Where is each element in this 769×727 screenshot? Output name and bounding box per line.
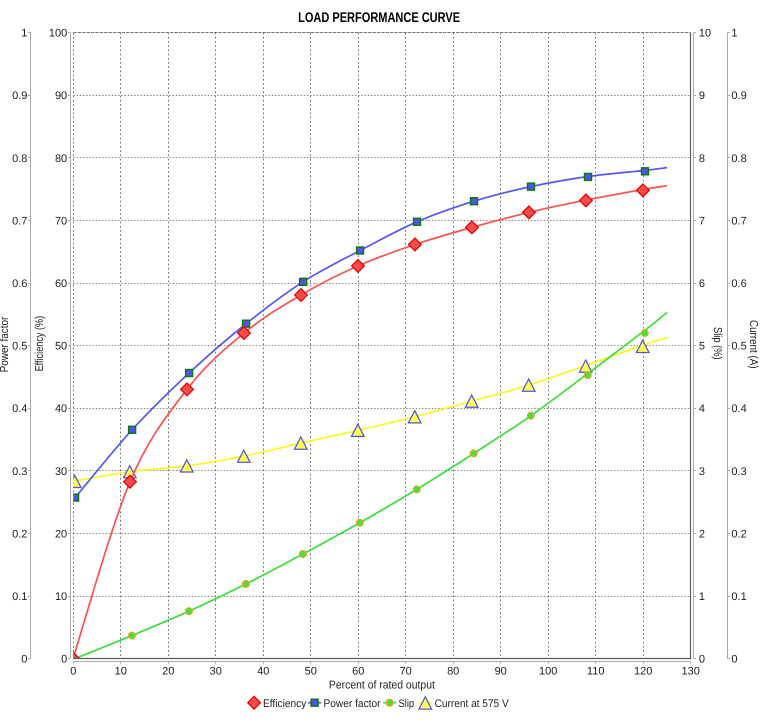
svg-text:20: 20 xyxy=(55,528,67,540)
svg-text:0: 0 xyxy=(70,666,76,678)
svg-text:Current (A): Current (A) xyxy=(747,320,759,369)
svg-text:Efficiency (%): Efficiency (%) xyxy=(34,316,46,372)
svg-text:20: 20 xyxy=(162,666,174,678)
svg-text:100: 100 xyxy=(49,28,67,40)
svg-text:80: 80 xyxy=(55,153,67,165)
svg-text:0.1: 0.1 xyxy=(12,591,27,603)
svg-text:0.6: 0.6 xyxy=(731,278,746,290)
svg-text:1: 1 xyxy=(731,28,737,40)
svg-text:0.6: 0.6 xyxy=(12,278,27,290)
svg-text:0.3: 0.3 xyxy=(731,466,746,478)
svg-text:0.5: 0.5 xyxy=(12,341,27,353)
svg-text:90: 90 xyxy=(495,666,507,678)
svg-text:40: 40 xyxy=(55,403,67,415)
svg-text:2: 2 xyxy=(699,528,705,540)
svg-text:10: 10 xyxy=(699,28,711,40)
svg-text:70: 70 xyxy=(55,215,67,227)
svg-text:50: 50 xyxy=(55,341,67,353)
svg-text:60: 60 xyxy=(55,278,67,290)
svg-text:3: 3 xyxy=(699,466,705,478)
svg-text:0.8: 0.8 xyxy=(731,153,746,165)
svg-text:10: 10 xyxy=(55,591,67,603)
svg-text:0.9: 0.9 xyxy=(731,90,746,102)
svg-text:0: 0 xyxy=(699,654,705,666)
svg-text:Slip: Slip xyxy=(399,698,415,710)
svg-text:70: 70 xyxy=(400,666,412,678)
svg-text:5: 5 xyxy=(699,341,705,353)
svg-text:60: 60 xyxy=(352,666,364,678)
svg-text:0: 0 xyxy=(21,654,27,666)
svg-text:0.7: 0.7 xyxy=(12,215,27,227)
svg-text:0.8: 0.8 xyxy=(12,153,27,165)
svg-text:100: 100 xyxy=(539,666,557,678)
svg-text:Current at 575 V: Current at 575 V xyxy=(435,698,510,710)
svg-text:0.3: 0.3 xyxy=(12,466,27,478)
svg-text:LOAD PERFORMANCE CURVE: LOAD PERFORMANCE CURVE xyxy=(298,9,460,25)
svg-text:4: 4 xyxy=(699,403,705,415)
svg-text:1: 1 xyxy=(699,591,705,603)
svg-text:8: 8 xyxy=(699,153,705,165)
svg-text:10: 10 xyxy=(115,666,127,678)
svg-text:0.5: 0.5 xyxy=(731,341,746,353)
svg-text:Efficiency: Efficiency xyxy=(263,698,307,710)
svg-text:0.7: 0.7 xyxy=(731,215,746,227)
svg-text:130: 130 xyxy=(682,666,700,678)
svg-text:0.4: 0.4 xyxy=(12,403,27,415)
svg-text:0: 0 xyxy=(731,654,737,666)
svg-text:6: 6 xyxy=(699,278,705,290)
svg-text:0.2: 0.2 xyxy=(12,528,27,540)
svg-text:120: 120 xyxy=(634,666,652,678)
svg-text:1: 1 xyxy=(21,28,27,40)
svg-text:0: 0 xyxy=(61,654,67,666)
svg-text:50: 50 xyxy=(305,666,317,678)
svg-text:Percent of rated output: Percent of rated output xyxy=(329,680,436,692)
svg-text:Power factor: Power factor xyxy=(324,698,381,710)
svg-text:9: 9 xyxy=(699,90,705,102)
svg-text:0.4: 0.4 xyxy=(731,403,746,415)
svg-text:30: 30 xyxy=(210,666,222,678)
svg-text:0.2: 0.2 xyxy=(731,528,746,540)
svg-text:7: 7 xyxy=(699,215,705,227)
svg-text:0.9: 0.9 xyxy=(12,90,27,102)
svg-text:Power factor: Power factor xyxy=(0,317,11,373)
svg-text:Slip (%): Slip (%) xyxy=(711,327,723,360)
svg-text:80: 80 xyxy=(447,666,459,678)
svg-text:40: 40 xyxy=(257,666,269,678)
svg-text:0.1: 0.1 xyxy=(731,591,746,603)
svg-text:90: 90 xyxy=(55,90,67,102)
svg-text:110: 110 xyxy=(587,666,605,678)
svg-text:30: 30 xyxy=(55,466,67,478)
